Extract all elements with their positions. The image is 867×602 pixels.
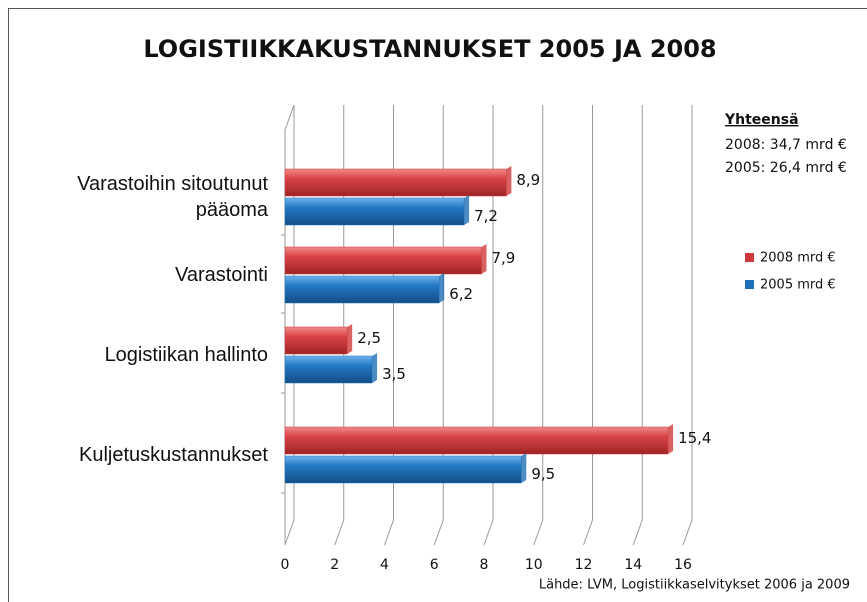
legend-label: 2005 mrd € bbox=[760, 278, 836, 293]
category-label: Varastointi bbox=[174, 264, 268, 286]
value-label: 3,5 bbox=[382, 365, 406, 383]
bar-cap bbox=[481, 244, 487, 274]
value-label: 2,5 bbox=[357, 329, 381, 347]
grid-line bbox=[284, 519, 295, 546]
legend-label: 2008 mrd € bbox=[760, 251, 836, 266]
grid-line bbox=[334, 519, 345, 546]
bar bbox=[284, 275, 440, 304]
category-label: Varastoihin sitoutunut pääoma bbox=[77, 173, 268, 221]
bar bbox=[284, 455, 522, 484]
value-label: 8,9 bbox=[516, 171, 540, 189]
category-label: Logistiikan hallinto bbox=[104, 344, 268, 366]
annotation-heading: Yhteensä bbox=[724, 112, 799, 128]
grid-line bbox=[533, 519, 544, 546]
grid-line bbox=[682, 519, 693, 546]
bar-cap bbox=[668, 424, 674, 454]
bar bbox=[284, 426, 669, 455]
legend-swatch bbox=[745, 280, 754, 289]
x-tick-label: 0 bbox=[281, 557, 290, 573]
x-tick-label: 2 bbox=[330, 557, 339, 573]
bar-cap bbox=[372, 353, 378, 383]
source: Lähde: LVM, Logistiikkaselvitykset 2006 … bbox=[539, 578, 850, 593]
grid-line bbox=[384, 519, 394, 546]
grid-line bbox=[583, 519, 593, 546]
value-label: 6,2 bbox=[449, 285, 473, 303]
x-tick-label: 14 bbox=[624, 557, 642, 573]
x-tick-label: 8 bbox=[480, 557, 489, 573]
category-label: Kuljetuskustannukset bbox=[78, 444, 268, 466]
bar-cap bbox=[506, 166, 512, 196]
chart-title: LOGISTIIKKAKUSTANNUKSET 2005 JA 2008 bbox=[143, 35, 716, 63]
annotation: 2005: 26,4 mrd € bbox=[725, 160, 847, 176]
grid-line bbox=[632, 519, 643, 546]
annotation: 2008: 34,7 mrd € bbox=[725, 137, 847, 153]
axis-line bbox=[284, 104, 295, 131]
value-label: 15,4 bbox=[678, 429, 711, 447]
x-tick-label: 12 bbox=[575, 557, 593, 573]
frame bbox=[8, 8, 867, 602]
grid-line bbox=[483, 519, 494, 546]
x-tick-label: 10 bbox=[525, 557, 543, 573]
bar bbox=[284, 197, 465, 226]
bar bbox=[284, 168, 507, 197]
bar bbox=[284, 326, 348, 355]
x-tick-label: 16 bbox=[674, 557, 692, 573]
bar-cap bbox=[347, 324, 353, 354]
legend-swatch bbox=[745, 253, 754, 262]
value-label: 9,5 bbox=[531, 465, 555, 483]
value-label: 7,9 bbox=[492, 249, 516, 267]
bar bbox=[284, 355, 373, 384]
bar-cap bbox=[521, 453, 527, 483]
bar-cap bbox=[464, 195, 470, 225]
x-tick-label: 6 bbox=[430, 557, 439, 573]
bar-cap bbox=[439, 273, 445, 303]
x-tick-label: 4 bbox=[380, 557, 389, 573]
bar bbox=[284, 246, 482, 275]
value-label: 7,2 bbox=[474, 207, 498, 225]
grid-line bbox=[433, 519, 444, 546]
